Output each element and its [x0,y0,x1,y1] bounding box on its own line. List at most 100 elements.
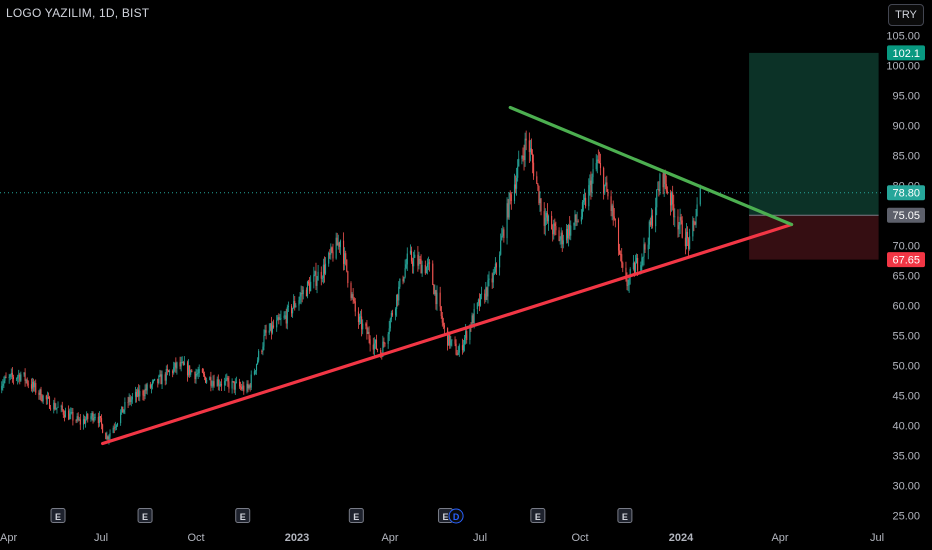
candle-body [503,229,505,239]
candle-body [399,278,401,287]
candle-body [107,436,109,440]
event-marker-label: E [55,512,61,522]
candle-body [131,396,133,400]
candle-body [441,316,443,323]
candle-body [102,424,104,433]
time-tick-label: Oct [187,532,204,544]
entry-price-label: 75.05 [892,210,920,222]
candle-body [38,392,40,395]
candle-body [324,263,327,274]
candle-body [510,194,512,201]
candle-body [582,200,585,203]
candle-body [60,405,62,407]
candle-body [175,362,177,369]
candle-body [225,379,227,381]
earnings-marker[interactable] [530,508,546,523]
earnings-marker[interactable] [50,508,66,523]
dividend-marker[interactable] [448,508,464,524]
event-marker-label: E [535,512,541,522]
support-trendline[interactable] [101,222,794,446]
candle-body [626,279,628,286]
candle-body [429,262,431,264]
resistance-trendline[interactable] [508,105,794,227]
candle-body [94,417,96,419]
candle-body [436,292,438,305]
candle-body [241,387,243,390]
candle-body [72,412,74,421]
trendlines[interactable] [101,105,794,446]
candle-body [555,226,557,231]
candle-body [517,166,519,178]
stop-price-label-bg [887,252,925,268]
candle-body [546,212,548,222]
candle-body [75,420,77,422]
candle-body [174,362,176,368]
candle-body [54,402,56,410]
candle-body [471,315,473,328]
candle-body [284,315,286,317]
event-marker-label: E [142,512,148,522]
candle-body [523,155,525,161]
position-zones [749,52,879,260]
candle-body [521,155,523,159]
candle-body [202,372,205,375]
candle-body [374,339,376,344]
time-axis[interactable]: Apr Jul Oct 2023 Apr Jul Oct 2024 Apr Jul [0,532,884,544]
candle-body [307,281,310,284]
candle-body [115,425,117,427]
candle-body [306,281,309,297]
candle-body [573,222,575,226]
candle-body [567,228,569,239]
price-tick-label: 35.00 [892,451,920,463]
price-axis[interactable]: 105.00100.0095.0090.0085.0080.0075.0070.… [886,31,920,523]
candle-body [406,253,408,265]
candle-body [679,217,681,226]
candle-body [40,389,42,401]
candle-body [442,322,444,326]
earnings-marker[interactable] [348,508,364,523]
candle-body [24,372,26,381]
last-price-label: 78.80 [892,188,920,200]
candle-body [99,416,102,419]
candle-body [692,220,694,237]
candle-body [649,221,651,225]
candle-body [612,205,614,217]
candle-body [648,221,650,245]
candle-body [404,268,406,278]
candle-body [146,384,148,391]
candle-body [313,274,315,282]
candle-body [695,216,697,225]
candle-body [617,219,620,251]
candle-body [443,325,445,328]
candle-body [263,335,265,347]
candle-body [345,253,347,260]
candle-body [257,360,259,365]
candle-body [26,379,28,384]
stop-price-label: 67.65 [892,255,920,267]
candle-body [286,307,288,324]
currency-button[interactable]: TRY [888,4,924,26]
candle-body [271,325,274,333]
earnings-marker[interactable] [137,508,153,523]
candle-body [677,216,679,230]
price-tick-label: 50.00 [892,361,920,373]
candle-body [86,413,88,420]
candle-body [435,290,437,305]
price-tick-label: 95.00 [892,91,920,103]
earnings-marker[interactable] [617,508,633,523]
candle-body [243,385,245,392]
candle-body [35,383,37,393]
candle-body [165,369,167,381]
earnings-marker[interactable] [235,508,251,523]
candle-body [396,294,398,310]
candle-body [560,232,562,240]
candle-body [574,214,576,223]
candle-body [269,323,271,331]
candle-body [680,217,682,221]
candle-body [201,369,203,373]
candle-body [384,343,386,344]
chart-title: LOGO YAZILIM, 1D, BIST [6,6,150,20]
candle-body [671,192,673,206]
